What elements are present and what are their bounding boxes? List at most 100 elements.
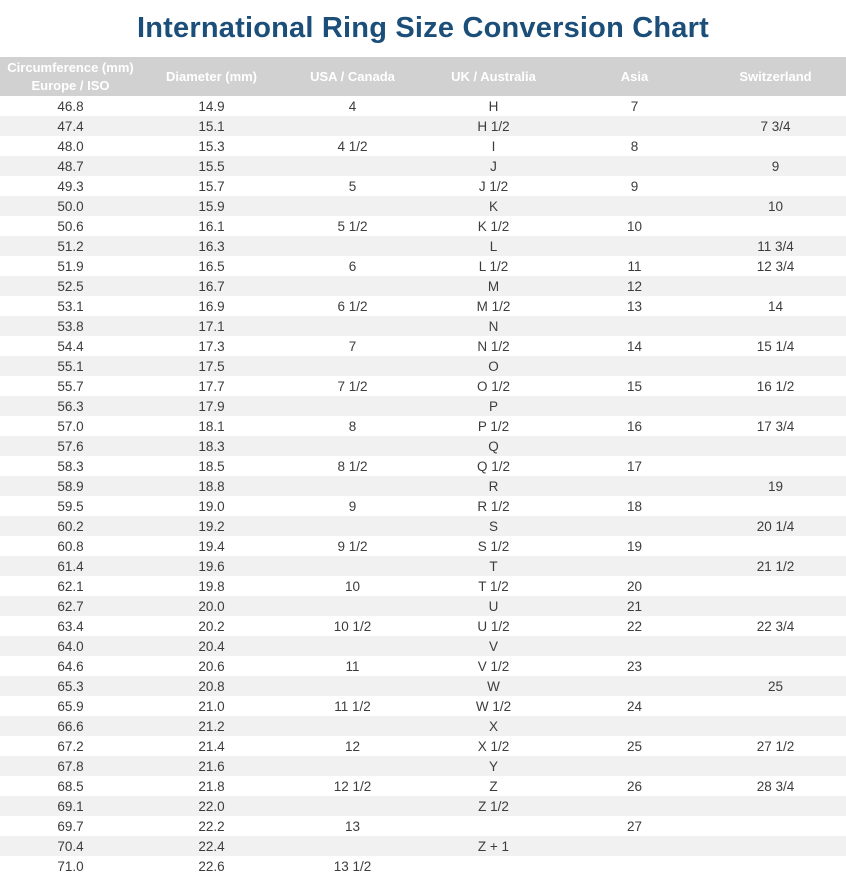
- table-cell: [282, 316, 423, 336]
- table-cell: 18.1: [198, 418, 225, 434]
- table-cell: [282, 836, 423, 856]
- table-cell: R: [488, 478, 499, 494]
- table-cell: 25: [767, 678, 784, 694]
- column-header-asia: Asia: [564, 57, 705, 96]
- table-cell: 19: [767, 478, 784, 494]
- table-row: 60.8 19.4 9 1/2 S 1/2 19: [0, 536, 846, 556]
- table-row: 53.8 17.1 N: [0, 316, 846, 336]
- table-cell: [564, 436, 705, 456]
- table-cell: 16.1: [198, 218, 225, 234]
- table-row: 46.8 14.9 4 H 7: [0, 96, 846, 116]
- table-row: 48.7 15.5 J 9: [0, 156, 846, 176]
- column-header-line: UK / Australia: [451, 68, 536, 84]
- table-cell: [564, 676, 705, 696]
- table-cell: [564, 836, 705, 856]
- table-cell: [282, 516, 423, 536]
- table-cell: 59.5: [57, 498, 84, 514]
- table-cell: [564, 156, 705, 176]
- table-cell: 16.3: [198, 238, 225, 254]
- table-cell: U: [488, 598, 499, 614]
- table-cell: 15: [626, 378, 643, 394]
- table-row: 62.7 20.0 U 21: [0, 596, 846, 616]
- table-cell: [705, 656, 846, 676]
- table-cell: 18.3: [198, 438, 225, 454]
- table-cell: 19.6: [198, 558, 225, 574]
- table-cell: 17.5: [198, 358, 225, 374]
- table-cell: 15.7: [198, 178, 225, 194]
- table-cell: 25: [626, 738, 643, 754]
- table-cell: 19.0: [198, 498, 225, 514]
- table-row: 53.1 16.9 6 1/2 M 1/2 13 14: [0, 296, 846, 316]
- table-cell: T 1/2: [478, 578, 509, 594]
- table-cell: [282, 756, 423, 776]
- table-cell: 6: [348, 258, 357, 274]
- table-cell: M: [487, 278, 500, 294]
- table-cell: [282, 396, 423, 416]
- table-cell: M 1/2: [476, 298, 511, 314]
- table-cell: 67.8: [57, 758, 84, 774]
- table-cell: P: [488, 398, 498, 414]
- table-cell: 19: [626, 538, 643, 554]
- table-cell: 62.1: [57, 578, 84, 594]
- table-cell: L: [489, 238, 498, 254]
- table-cell: 11: [345, 658, 360, 674]
- column-header-line: USA / Canada: [310, 68, 395, 84]
- table-cell: [705, 796, 846, 816]
- table-row: 64.0 20.4 V: [0, 636, 846, 656]
- table-row: 65.3 20.8 W 25: [0, 676, 846, 696]
- table-cell: 21.0: [198, 698, 225, 714]
- table-row: 58.9 18.8 R 19: [0, 476, 846, 496]
- table-cell: P 1/2: [477, 418, 510, 434]
- table-cell: 69.1: [57, 798, 84, 814]
- table-cell: 27: [626, 818, 643, 834]
- table-row: 57.6 18.3 Q: [0, 436, 846, 456]
- table-row: 71.0 22.6 13 1/2: [0, 856, 846, 876]
- table-cell: [282, 236, 423, 256]
- table-cell: 15.9: [198, 198, 225, 214]
- table-row: 64.6 20.6 11 V 1/2 23: [0, 656, 846, 676]
- table-cell: 19.2: [198, 518, 225, 534]
- table-cell: [282, 196, 423, 216]
- table-cell: 64.0: [57, 638, 84, 654]
- table-cell: 27 1/2: [756, 738, 795, 754]
- table-cell: [705, 816, 846, 836]
- table-cell: 46.8: [57, 98, 84, 114]
- table-cell: [705, 136, 846, 156]
- table-cell: 12 3/4: [756, 258, 795, 274]
- table-cell: 21.2: [198, 718, 225, 734]
- table-cell: 17 3/4: [756, 418, 795, 434]
- table-cell: 4: [348, 98, 357, 114]
- table-row: 51.9 16.5 6 L 1/2 11 12 3/4: [0, 256, 846, 276]
- table-cell: 71.0: [57, 858, 84, 874]
- table-cell: 14: [626, 338, 643, 354]
- table-cell: [705, 356, 846, 376]
- column-header-uk-australia: UK / Australia: [423, 57, 564, 96]
- table-cell: 52.5: [57, 278, 84, 294]
- table-cell: 19.4: [198, 538, 225, 554]
- table-cell: 12 1/2: [333, 778, 372, 794]
- column-header-line: Circumference (mm): [7, 59, 134, 75]
- table-cell: 68.5: [57, 778, 84, 794]
- table-cell: 20 1/4: [756, 518, 795, 534]
- table-cell: 16 1/2: [756, 378, 795, 394]
- column-header-line: Diameter (mm): [165, 68, 258, 84]
- table-cell: [282, 156, 423, 176]
- table-cell: 14: [767, 298, 784, 314]
- table-cell: [705, 636, 846, 656]
- table-cell: 17.1: [198, 318, 225, 334]
- table-cell: 21: [626, 598, 643, 614]
- table-cell: [705, 696, 846, 716]
- table-row: 54.4 17.3 7 N 1/2 14 15 1/4: [0, 336, 846, 356]
- table-cell: 13 1/2: [333, 858, 372, 874]
- table-cell: 22.4: [198, 838, 225, 854]
- table-row: 57.0 18.1 8 P 1/2 16 17 3/4: [0, 416, 846, 436]
- table-cell: [705, 536, 846, 556]
- table-cell: [564, 556, 705, 576]
- table-row: 50.6 16.1 5 1/2 K 1/2 10: [0, 216, 846, 236]
- table-cell: [705, 596, 846, 616]
- table-cell: 21.6: [198, 758, 225, 774]
- table-row: 69.7 22.2 13 27: [0, 816, 846, 836]
- table-body: 46.8 14.9 4 H 7 47.4 15.1 H 1/2 7 3/4 48.0 15.3 4 1…: [0, 96, 846, 876]
- table-cell: [564, 236, 705, 256]
- table-cell: 19.8: [198, 578, 225, 594]
